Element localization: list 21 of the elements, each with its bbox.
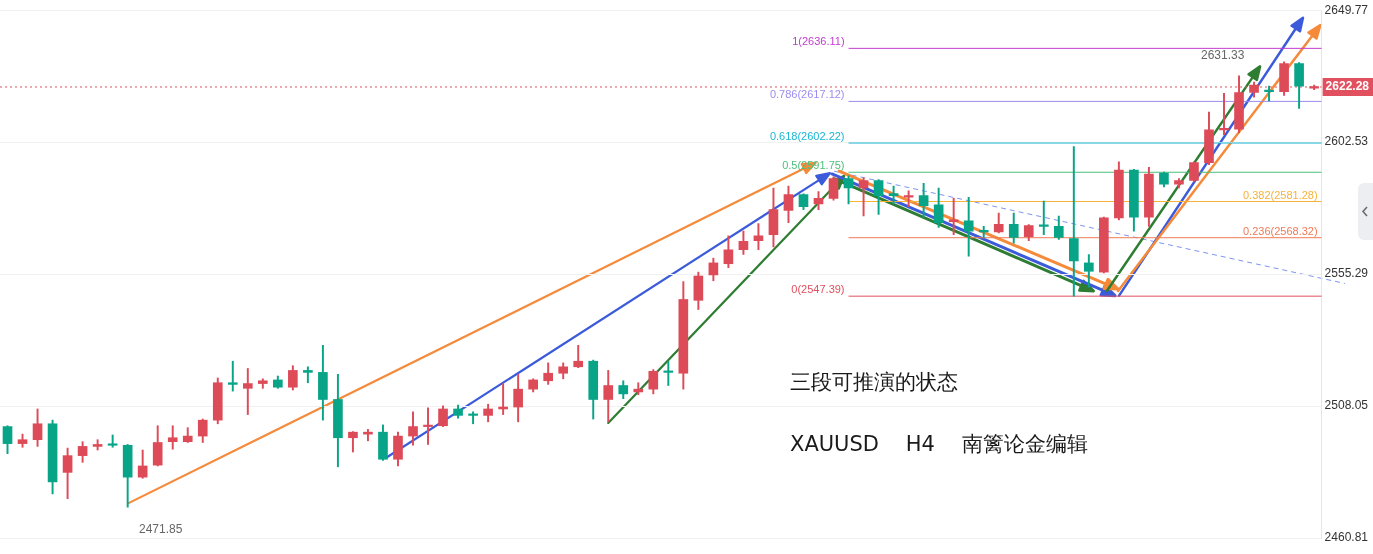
ref-line-label: 0(2547.39) [791, 283, 845, 296]
y-tick-label: 2508.05 [1324, 398, 1369, 413]
ref-line-label: 2622.28 [1325, 79, 1370, 94]
y-tick-label: 2555.29 [1324, 266, 1369, 281]
ref-line-label: 0.382(2581.28) [1243, 188, 1318, 201]
candlestick [1219, 93, 1229, 136]
candlestick [1038, 200, 1049, 236]
annotation: 2631.33 [1201, 48, 1245, 62]
annotation: 2471.85 [139, 522, 183, 536]
annotation: 三段可推演的状态 [790, 369, 958, 396]
candlestick [227, 360, 238, 392]
y-tick-label: 2649.77 [1324, 2, 1369, 17]
ref-line-label: 0.236(2568.32) [1243, 224, 1318, 237]
ref-line-label: 1(2636.11) [792, 35, 845, 48]
annotation: XAUUSD H4 南篱论金编辑 [790, 431, 1088, 458]
y-tick-label: 2460.81 [1324, 530, 1369, 545]
ref-line-label: 0.786(2617.12) [769, 88, 845, 101]
ref-line-label: 0.618(2602.22) [769, 130, 845, 143]
candlestick [663, 360, 674, 386]
candlestick [423, 407, 433, 445]
y-tick-label: 2602.53 [1324, 134, 1369, 149]
